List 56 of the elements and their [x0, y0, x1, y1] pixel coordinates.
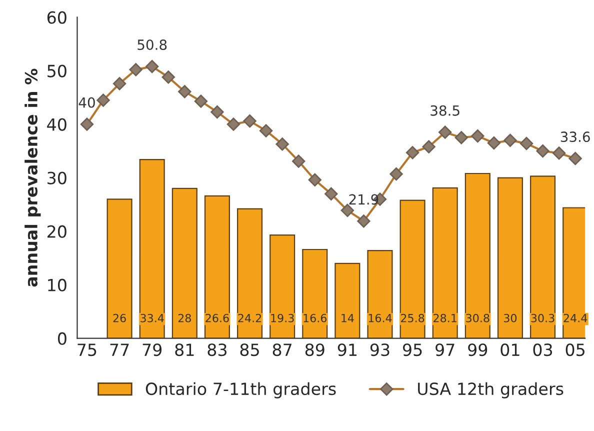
data-label: 26.6	[206, 314, 229, 322]
data-label: 30.8	[466, 314, 490, 322]
bar	[106, 198, 132, 338]
bar	[432, 187, 458, 338]
data-label: 24.4	[564, 314, 588, 322]
bar	[530, 176, 556, 338]
y-axis-title: annual prevalence in %	[24, 68, 41, 287]
x-tick-label: 89	[305, 343, 324, 356]
data-label: 38.5	[430, 105, 460, 116]
data-label: 28.1	[434, 314, 456, 322]
x-tick-label: 91	[338, 343, 356, 356]
x-tick-label: 93	[370, 343, 390, 356]
y-tick-label: 60	[47, 11, 66, 24]
bar	[464, 172, 490, 338]
bar	[497, 177, 523, 338]
bar	[204, 195, 230, 338]
x-tick-label: 85	[240, 343, 259, 356]
y-tick-label: 10	[48, 278, 66, 292]
y-tick-label: 50	[48, 64, 66, 78]
bar	[172, 188, 198, 338]
data-label: 40	[78, 97, 95, 108]
data-label: 33.4	[140, 314, 164, 322]
y-tick-label: 40	[47, 118, 66, 131]
data-label: 16.6	[304, 314, 327, 322]
x-tick-label: 95	[402, 343, 422, 356]
legend-label: Ontario 7-11th graders	[146, 382, 336, 398]
data-label: 16.4	[368, 314, 392, 322]
x-tick-label: 81	[175, 343, 194, 356]
y-tick-label: 20	[48, 225, 66, 238]
data-label: 28	[178, 314, 191, 322]
data-label: 14	[342, 314, 354, 322]
bar	[334, 262, 360, 338]
data-label: 50.8	[138, 40, 167, 50]
y-tick-label: 0	[58, 332, 66, 345]
x-tick-label: 77	[110, 344, 129, 356]
data-label: 33.6	[560, 132, 590, 142]
x-tick-label: 03	[533, 343, 552, 356]
x-tick-label: 97	[436, 343, 454, 356]
data-label: 30.3	[531, 314, 554, 322]
x-tick-label: 79	[142, 343, 162, 356]
x-tick-label: 01	[500, 343, 520, 356]
x-tick-label: 05	[566, 343, 584, 356]
data-label: 30	[504, 314, 517, 322]
x-tick-label: 87	[272, 343, 292, 356]
x-tick-label: 99	[468, 343, 488, 356]
x-tick-label: 75	[78, 344, 96, 356]
bar	[237, 208, 263, 338]
data-label: 19.3	[271, 314, 294, 322]
x-tick-label: 83	[208, 343, 226, 356]
data-label: 26	[113, 314, 126, 322]
data-label: 24.2	[238, 314, 262, 322]
legend-label: USA 12th graders	[418, 382, 564, 398]
data-label: 25.8	[400, 314, 424, 322]
y-tick-label: 30	[48, 172, 66, 184]
bar	[400, 200, 426, 338]
bar	[139, 159, 165, 338]
